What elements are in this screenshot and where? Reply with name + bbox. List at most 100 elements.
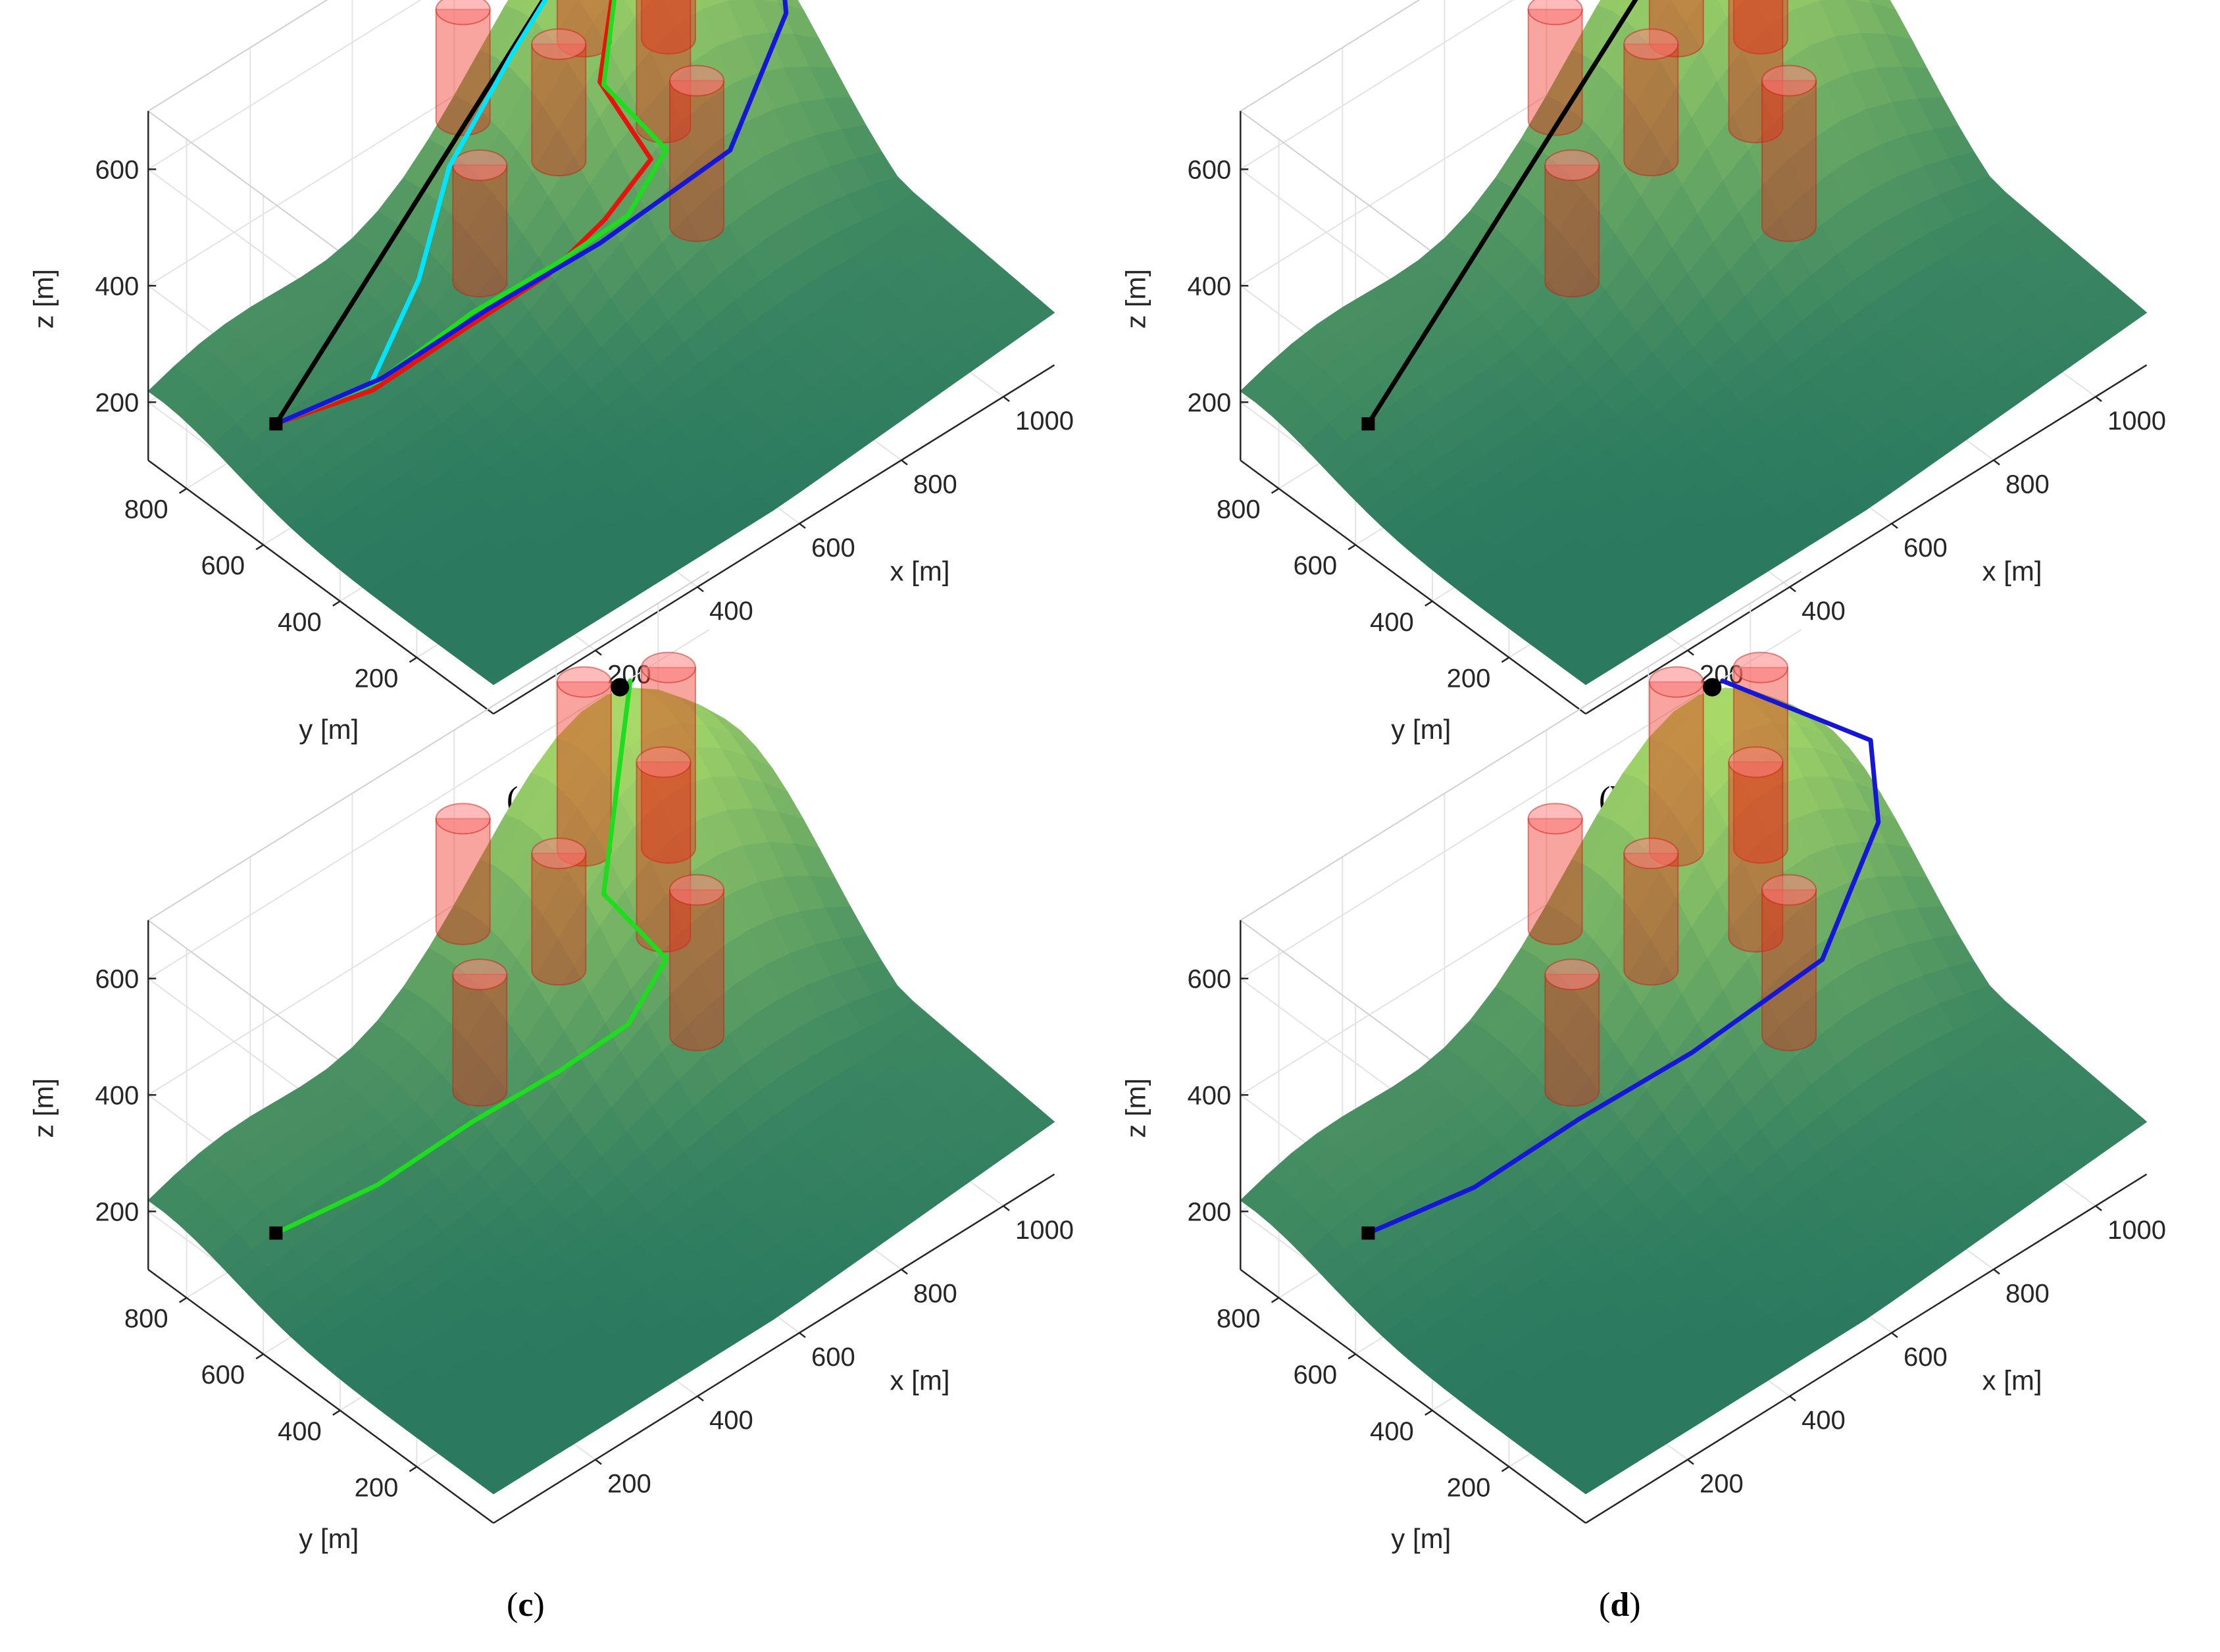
y-tick-label: 400 [1370,1417,1414,1446]
x-tick-label: 800 [2006,470,2050,499]
cylinder-body [1527,818,1583,945]
cylinder-body [1761,889,1817,1051]
cylinder-top [1527,803,1583,835]
obstacle-cylinder [669,64,725,242]
terrain-surface-c [147,688,1055,1495]
z-tick-label: 400 [1188,272,1232,301]
obstacle-cylinder [452,149,508,298]
y-tick-label: 400 [278,608,322,637]
cylinder-body [669,889,725,1051]
obstacle-cylinder [1761,64,1817,242]
x-tick-label: 200 [607,1470,651,1499]
y-tick-label: 600 [201,1361,245,1389]
cylinder-body [435,818,491,945]
cylinder-top [669,874,725,906]
z-axis-label: z [m] [28,1078,59,1138]
panel-b: 200 400 600 800 1000 200 400 600 800 200 400 600 x [… [1092,0,2202,826]
y-tick-label: 800 [1217,1305,1261,1334]
y-tick-mark [1271,1297,1280,1303]
cylinder-top [1732,651,1788,684]
obstacle-cylinder [640,0,696,55]
x-tick-mark [1789,586,1796,593]
cylinder-body [636,761,692,953]
cylinder-body [1732,0,1788,55]
y-tick-mark [1425,600,1433,607]
start-marker [269,417,283,431]
y-tick-mark [1501,657,1510,663]
cylinder-body [1623,43,1679,177]
cylinder-top [1623,838,1679,870]
y-tick-mark [332,600,341,607]
path-black [273,0,546,426]
x-tick-mark [1891,522,1898,529]
obstacle-cylinder [1732,0,1788,55]
y-tick-label: 400 [278,1417,322,1446]
x-tick-mark [1003,396,1010,402]
x-axis-label: x [m] [1982,1365,2042,1396]
path-blue [1365,678,1881,1236]
x-tick-mark [595,1459,602,1465]
x-tick-mark [1789,1395,1796,1402]
x-tick-mark [2095,1205,2102,1211]
x-tick-mark [697,586,704,593]
y-tick-mark [1425,1409,1433,1416]
paths-b [1365,0,1638,426]
y-tick-mark [255,544,264,551]
obstacle-cylinder [452,959,508,1107]
x-axis-line [1585,1173,2148,1524]
obstacle-cylinder [636,746,692,953]
paths-a [273,0,789,426]
cylinder-top [1761,874,1817,906]
x-tick-mark [697,1395,704,1402]
goal-marker [1703,678,1722,697]
obstacle-cylinder [1623,838,1679,986]
y-axis-line [147,459,494,715]
cylinder-top [452,149,508,182]
y-tick-mark [409,657,418,663]
z-tick-label: 200 [1188,388,1232,417]
x-tick-label: 1000 [2107,1216,2166,1245]
cylinder-top [1544,959,1600,991]
obstacle-cylinder [1623,28,1679,177]
z-tick-label: 400 [95,1081,139,1110]
x-tick-mark [799,1332,806,1338]
z-tick-label: 200 [95,388,139,417]
cylinder-body [1527,9,1583,136]
y-tick-label: 800 [124,495,168,524]
y-tick-label: 200 [355,1473,399,1502]
cylinder-top [435,803,491,835]
x-tick-mark [1993,459,2000,466]
y-axis-label: y [m] [299,1523,359,1554]
z-tick-label: 400 [95,272,139,301]
cylinder-top [1728,746,1784,778]
y-tick-mark [178,488,188,494]
x-axis-line [493,1173,1055,1524]
cylinder-body [1728,0,1784,143]
cylinder-body [531,43,587,177]
obstacle-cylinder [1544,149,1600,298]
obstacle-cylinder [435,0,491,136]
y-tick-mark [1348,1353,1356,1360]
obstacle-cylinder [435,803,491,945]
obstacle-cylinder [1728,0,1784,143]
y-tick-label: 600 [1293,1361,1337,1389]
y-tick-mark [332,1409,341,1416]
obstacles-c [435,651,725,1107]
x-tick-label: 400 [1802,1406,1846,1435]
x-tick-label: 400 [709,1406,753,1435]
y-tick-label: 600 [201,551,245,580]
cylinder-top [556,666,612,698]
cylinder-top [452,959,508,991]
terrain-cell [477,1466,520,1495]
cylinder-body [669,80,725,242]
x-tick-mark [1891,1332,1898,1338]
x-axis-line [1585,364,2148,715]
paths-d [1365,678,1881,1236]
cylinder-body [531,853,587,986]
y-tick-mark [1348,544,1356,551]
caption-d: (d) [1599,1586,1641,1624]
obstacles-a [435,0,725,298]
z-tick-label: 600 [1188,155,1232,184]
x-tick-label: 600 [1904,1343,1948,1372]
cylinder-body [1544,974,1600,1107]
